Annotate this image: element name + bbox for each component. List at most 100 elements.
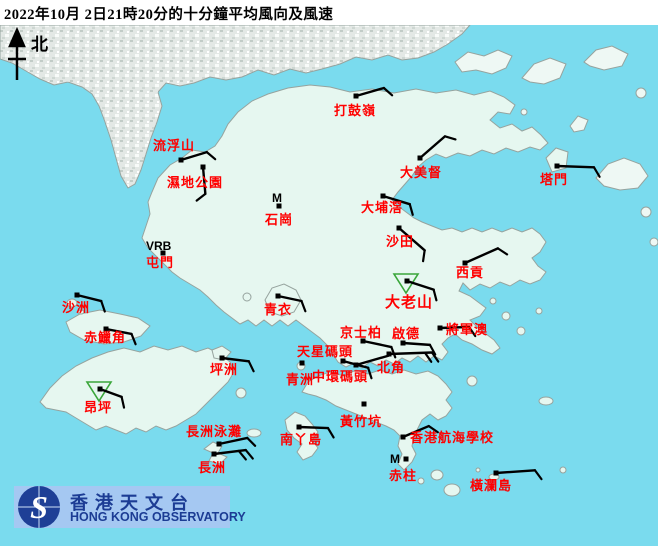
wind-barb-tick: [300, 299, 307, 313]
station-dot: [361, 401, 367, 407]
wind-barb-shaft: [104, 327, 133, 336]
station-dot: [299, 360, 305, 366]
wind-barb-shaft: [418, 135, 447, 160]
station-label: 南丫島: [280, 432, 322, 447]
station-dot: [493, 470, 499, 476]
wind-barb-tick: [326, 426, 335, 439]
station-dot: [417, 155, 423, 161]
svg-text:S: S: [30, 489, 48, 525]
wind-barb-tick: [496, 247, 509, 256]
wind-barb-shaft: [405, 279, 435, 291]
wind-barb-tick: [246, 436, 257, 447]
station-status-marker: M: [390, 452, 400, 466]
wind-barb-tick: [382, 86, 394, 97]
station-label: 石崗: [264, 212, 293, 227]
station-dot: [340, 358, 346, 364]
station-label: 赤柱: [389, 468, 417, 483]
wind-barb-tick: [467, 325, 477, 338]
station-dot: [74, 292, 80, 298]
station-label: 西貢: [456, 265, 484, 280]
station: 中環碼頭: [312, 354, 390, 384]
wind-barb-tick: [237, 449, 247, 461]
map-hk-island: [301, 369, 453, 471]
station-dot: [400, 340, 406, 346]
station: 黃竹坑: [339, 401, 381, 429]
station-dot: [276, 203, 282, 209]
map-lamma: [284, 411, 319, 461]
wind-barb-tick: [367, 366, 373, 380]
hko-logo-banner: S 香港天文台 HONG KONG OBSERVATORY: [14, 486, 246, 528]
station-dot: [178, 157, 184, 163]
station: 沙洲: [62, 292, 106, 315]
wind-barb-tick: [533, 469, 543, 481]
wind-barb-tick: [205, 151, 217, 161]
wind-barb-shaft: [98, 387, 123, 399]
wind-barb-tick: [432, 288, 438, 302]
station-label: 塔門: [540, 172, 568, 187]
station: 京士柏: [340, 325, 397, 359]
station-label: 啟德: [392, 326, 420, 341]
station-label: 濕地公園: [167, 175, 223, 190]
station-dot: [554, 163, 560, 169]
station: 大埔滘: [361, 193, 414, 216]
station-label: 打鼓嶺: [334, 103, 376, 118]
station-label: 屯門: [146, 255, 174, 270]
station: 昂坪: [84, 381, 126, 415]
station: 流浮山: [153, 138, 217, 163]
station-dot: [211, 451, 217, 457]
wind-barb-tick: [423, 351, 433, 363]
title-bar: [0, 0, 658, 25]
station: 青洲: [286, 360, 313, 387]
station: M 石崗: [264, 191, 293, 227]
wind-barb-tick: [244, 449, 254, 460]
wind-barb-shaft: [555, 164, 596, 169]
wind-barb-shaft: [463, 247, 500, 265]
station-label: 香港航海學校: [409, 430, 494, 445]
station-dot: [400, 434, 406, 440]
map-ne-islands: [454, 45, 658, 247]
station-label: 大美督: [400, 165, 442, 180]
station: 青衣: [264, 293, 307, 317]
station-status-marker: M: [272, 191, 282, 205]
wind-barb-tick: [408, 203, 414, 216]
wind-barb-tick: [592, 166, 601, 178]
wind-barb-shaft: [381, 194, 411, 206]
wind-barb-shaft: [179, 150, 209, 162]
page-title: 2022年10月 2日21時20分的十分鐘平均風向及風速: [4, 7, 334, 23]
wind-barb-shaft: [397, 226, 426, 252]
station-label: 赤鱲角: [84, 330, 126, 345]
wind-barb-tick: [195, 192, 207, 202]
hko-logo-english: HONG KONG OBSERVATORY: [70, 510, 246, 524]
wind-barb-shaft: [401, 424, 430, 439]
wind-barb-shaft: [220, 356, 250, 363]
station: 長洲: [198, 448, 254, 475]
station-dot: [219, 355, 225, 361]
hko-logo-icon: S: [18, 486, 60, 528]
station: 大老山: [385, 273, 438, 311]
station: 赤鱲角: [84, 326, 137, 346]
north-label: 北: [31, 35, 48, 54]
station-label: 沙洲: [62, 300, 90, 315]
station-dot: [360, 338, 366, 344]
map-islands: [39, 147, 569, 497]
station: 沙田: [386, 225, 426, 263]
wind-barb-shaft: [217, 436, 249, 446]
station: 大美督: [400, 135, 457, 180]
station-label: 將軍澳: [446, 322, 488, 337]
wind-barb-tick: [100, 299, 106, 313]
station-label: 中環碼頭: [312, 369, 368, 384]
station-dot: [216, 441, 222, 447]
station-label: 大埔滘: [361, 200, 403, 215]
station-dot: [296, 424, 302, 430]
map-mainland: [0, 24, 472, 189]
station-label: 流浮山: [153, 138, 195, 153]
wind-barb-tick: [427, 424, 439, 434]
station: M 赤柱: [389, 452, 417, 483]
wind-barb-shaft: [354, 86, 386, 98]
station: 塔門: [540, 163, 601, 187]
wind-barb-shaft: [276, 294, 303, 303]
wind-barb-shaft: [494, 469, 537, 475]
wind-barb-tick: [120, 395, 126, 409]
